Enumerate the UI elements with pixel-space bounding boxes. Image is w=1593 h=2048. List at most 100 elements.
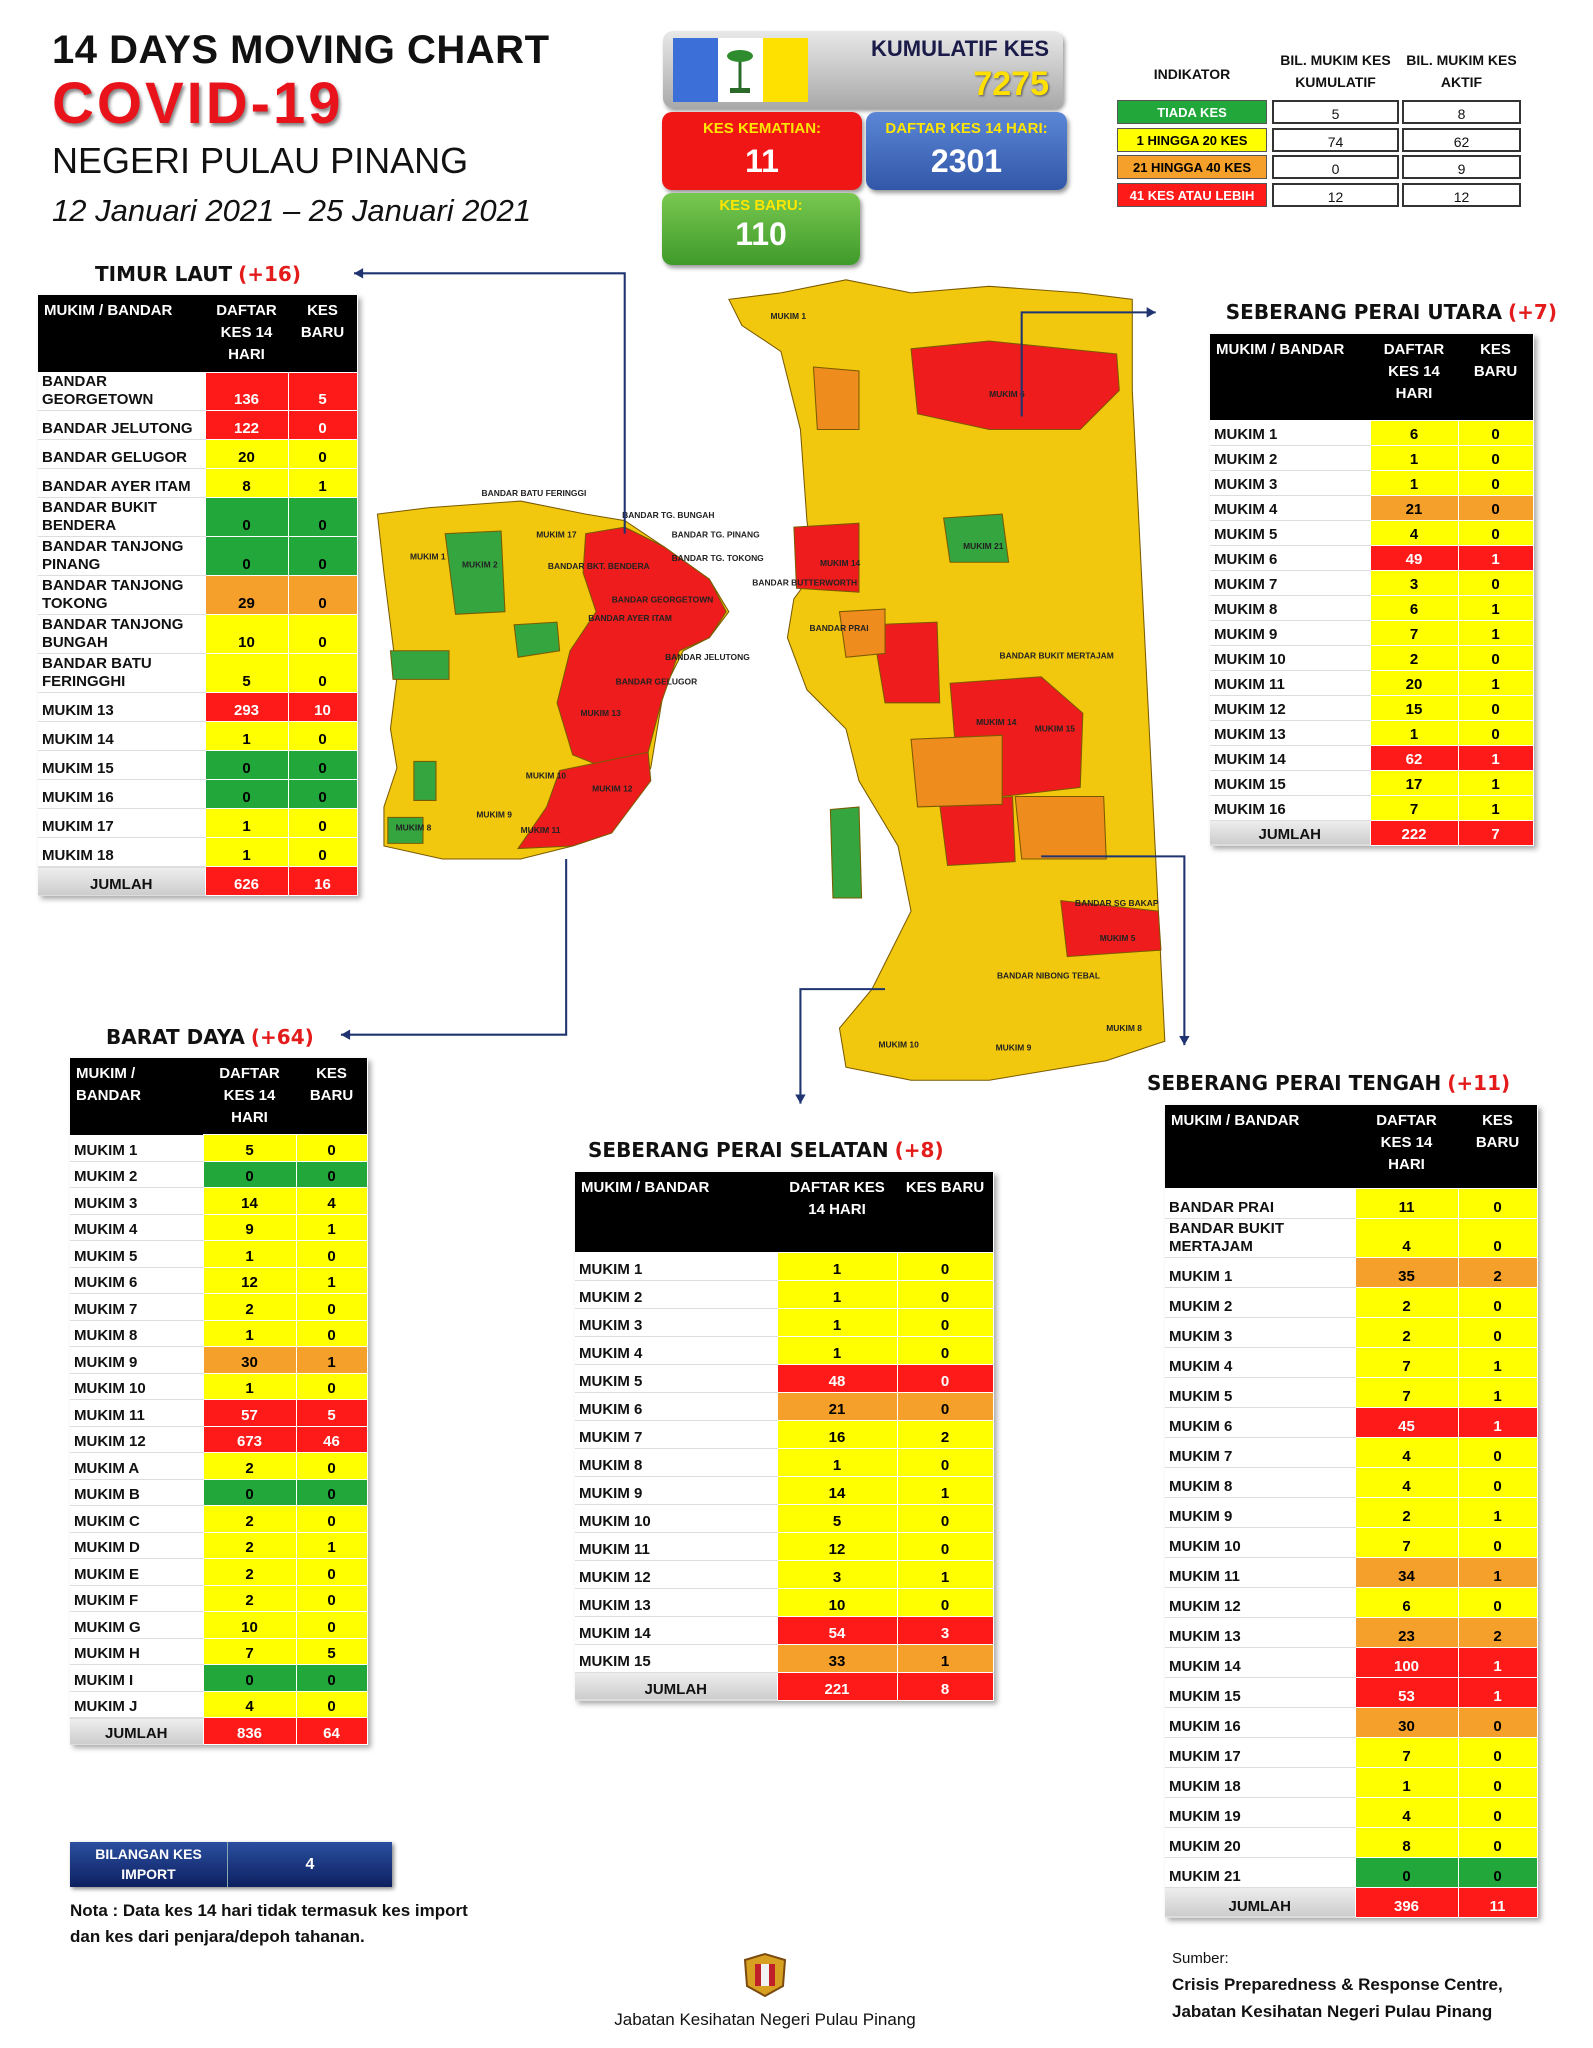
district-name: SEBERANG PERAI UTARA bbox=[1225, 300, 1503, 324]
row-value: 8 bbox=[896, 1671, 994, 1701]
row-label: MUKIM 13 bbox=[38, 692, 205, 722]
row-value: 7 bbox=[1354, 1526, 1459, 1558]
row-value: 14 bbox=[202, 1187, 297, 1215]
map-label: BANDAR PRAI bbox=[810, 623, 869, 633]
row-value: 2 bbox=[896, 1419, 994, 1449]
row-value: 1 bbox=[776, 1307, 898, 1337]
header-cell: MUKIM / BANDAR bbox=[575, 1172, 777, 1252]
row-label: MUKIM 8 bbox=[575, 1448, 777, 1477]
row-value: 626 bbox=[204, 866, 289, 896]
table-row: MUKIM 11 57 5 bbox=[70, 1399, 368, 1427]
row-value: 0 bbox=[1457, 1316, 1538, 1348]
zone-green bbox=[942, 513, 1010, 563]
row-value: 34 bbox=[1354, 1556, 1459, 1588]
row-label: MUKIM 4 bbox=[575, 1336, 777, 1365]
row-value: 4 bbox=[295, 1187, 368, 1215]
row-value: 0 bbox=[896, 1335, 994, 1365]
row-label: MUKIM 2 bbox=[1210, 445, 1370, 471]
map-label: MUKIM 12 bbox=[592, 783, 633, 793]
table-row: BANDAR TANJONG TOKONG 29 0 bbox=[38, 575, 358, 615]
zone-red bbox=[556, 526, 727, 772]
row-label: MUKIM G bbox=[70, 1611, 203, 1639]
row-value: 0 bbox=[287, 837, 358, 867]
deaths-label: KES KEMATIAN: bbox=[702, 120, 822, 137]
row-value: 0 bbox=[287, 497, 358, 537]
row-value: 0 bbox=[204, 497, 289, 537]
row-value: 222 bbox=[1369, 819, 1459, 846]
cumulative-label: KUMULATIF KES bbox=[870, 36, 1049, 61]
zone-red bbox=[939, 795, 1016, 867]
source-label: Sumber: bbox=[1172, 1950, 1229, 1967]
row-value: 21 bbox=[776, 1391, 898, 1421]
row-value: 11 bbox=[1354, 1187, 1459, 1219]
map-label: BANDAR NIBONG TEBAL bbox=[997, 971, 1100, 981]
row-label: MUKIM 1 bbox=[1165, 1257, 1355, 1288]
table-row: MUKIM 14 54 3 bbox=[575, 1615, 994, 1645]
row-value: 62 bbox=[1369, 744, 1459, 771]
row-label: JUMLAH bbox=[38, 866, 205, 896]
table-row: BANDAR GELUGOR 20 0 bbox=[38, 439, 358, 469]
row-value: 20 bbox=[204, 439, 289, 469]
map-label: MUKIM 21 bbox=[963, 541, 1004, 551]
row-value: 6 bbox=[1369, 594, 1459, 621]
row-value: 0 bbox=[287, 750, 358, 780]
row-value: 2 bbox=[202, 1293, 297, 1321]
zone-red bbox=[793, 522, 860, 593]
row-label: MUKIM 11 bbox=[1165, 1557, 1355, 1588]
district-table: MUKIM / BANDAR DAFTAR KES 14 HARI KES BARU… bbox=[1165, 1105, 1538, 1918]
row-value: 1 bbox=[776, 1279, 898, 1309]
connector bbox=[1041, 855, 1186, 1046]
row-value: 1 bbox=[1457, 594, 1534, 621]
total-row: JUMLAH 836 64 bbox=[70, 1717, 368, 1745]
row-label: MUKIM 2 bbox=[1165, 1287, 1355, 1318]
row-label: MUKIM 19 bbox=[1165, 1797, 1355, 1828]
row-value: 221 bbox=[776, 1671, 898, 1701]
table-row: MUKIM 6 12 1 bbox=[70, 1266, 368, 1294]
row-label: MUKIM 7 bbox=[1210, 570, 1370, 596]
row-value: 1 bbox=[295, 1266, 368, 1294]
row-value: 0 bbox=[295, 1611, 368, 1639]
map-label: MUKIM 14 bbox=[976, 717, 1017, 727]
total-row: JUMLAH 221 8 bbox=[575, 1671, 994, 1701]
row-label: MUKIM 5 bbox=[70, 1240, 203, 1268]
row-value: 2 bbox=[1369, 644, 1459, 671]
row-label: MUKIM 18 bbox=[1165, 1767, 1355, 1798]
row-value: 0 bbox=[896, 1447, 994, 1477]
connector-arrow bbox=[1146, 307, 1156, 318]
row-value: 5 bbox=[295, 1399, 368, 1427]
row-label: MUKIM 15 bbox=[1210, 770, 1370, 796]
table-row: MUKIM 15 17 1 bbox=[1210, 769, 1534, 796]
row-value: 4 bbox=[1354, 1796, 1459, 1828]
row-value: 0 bbox=[204, 750, 289, 780]
row-value: 2 bbox=[1354, 1316, 1459, 1348]
row-label: BANDAR TANJONG BUNGAH bbox=[38, 614, 205, 654]
row-value: 0 bbox=[1457, 1466, 1538, 1498]
connector bbox=[340, 858, 568, 1036]
row-value: 1 bbox=[1369, 444, 1459, 471]
table-row: MUKIM 13 1 0 bbox=[1210, 719, 1534, 746]
row-label: MUKIM 3 bbox=[70, 1187, 203, 1215]
row-value: 21 bbox=[1369, 494, 1459, 521]
row-label: MUKIM 11 bbox=[1210, 670, 1370, 696]
row-label: MUKIM 16 bbox=[38, 779, 205, 809]
row-value: 9 bbox=[202, 1213, 297, 1241]
row-label: MUKIM 5 bbox=[1165, 1377, 1355, 1408]
row-value: 7 bbox=[1354, 1346, 1459, 1378]
header-cell: MUKIM / BANDAR bbox=[1165, 1105, 1355, 1188]
row-label: MUKIM C bbox=[70, 1505, 203, 1533]
table-row: MUKIM 10 2 0 bbox=[1210, 644, 1534, 671]
row-value: 1 bbox=[1457, 1406, 1538, 1438]
deaths-value: 11 bbox=[745, 143, 779, 179]
table-row: MUKIM 9 30 1 bbox=[70, 1346, 368, 1374]
row-label: MUKIM 10 bbox=[1210, 645, 1370, 671]
zone-green bbox=[389, 650, 450, 680]
row-value: 0 bbox=[896, 1251, 994, 1281]
row-label: MUKIM 8 bbox=[70, 1320, 203, 1347]
